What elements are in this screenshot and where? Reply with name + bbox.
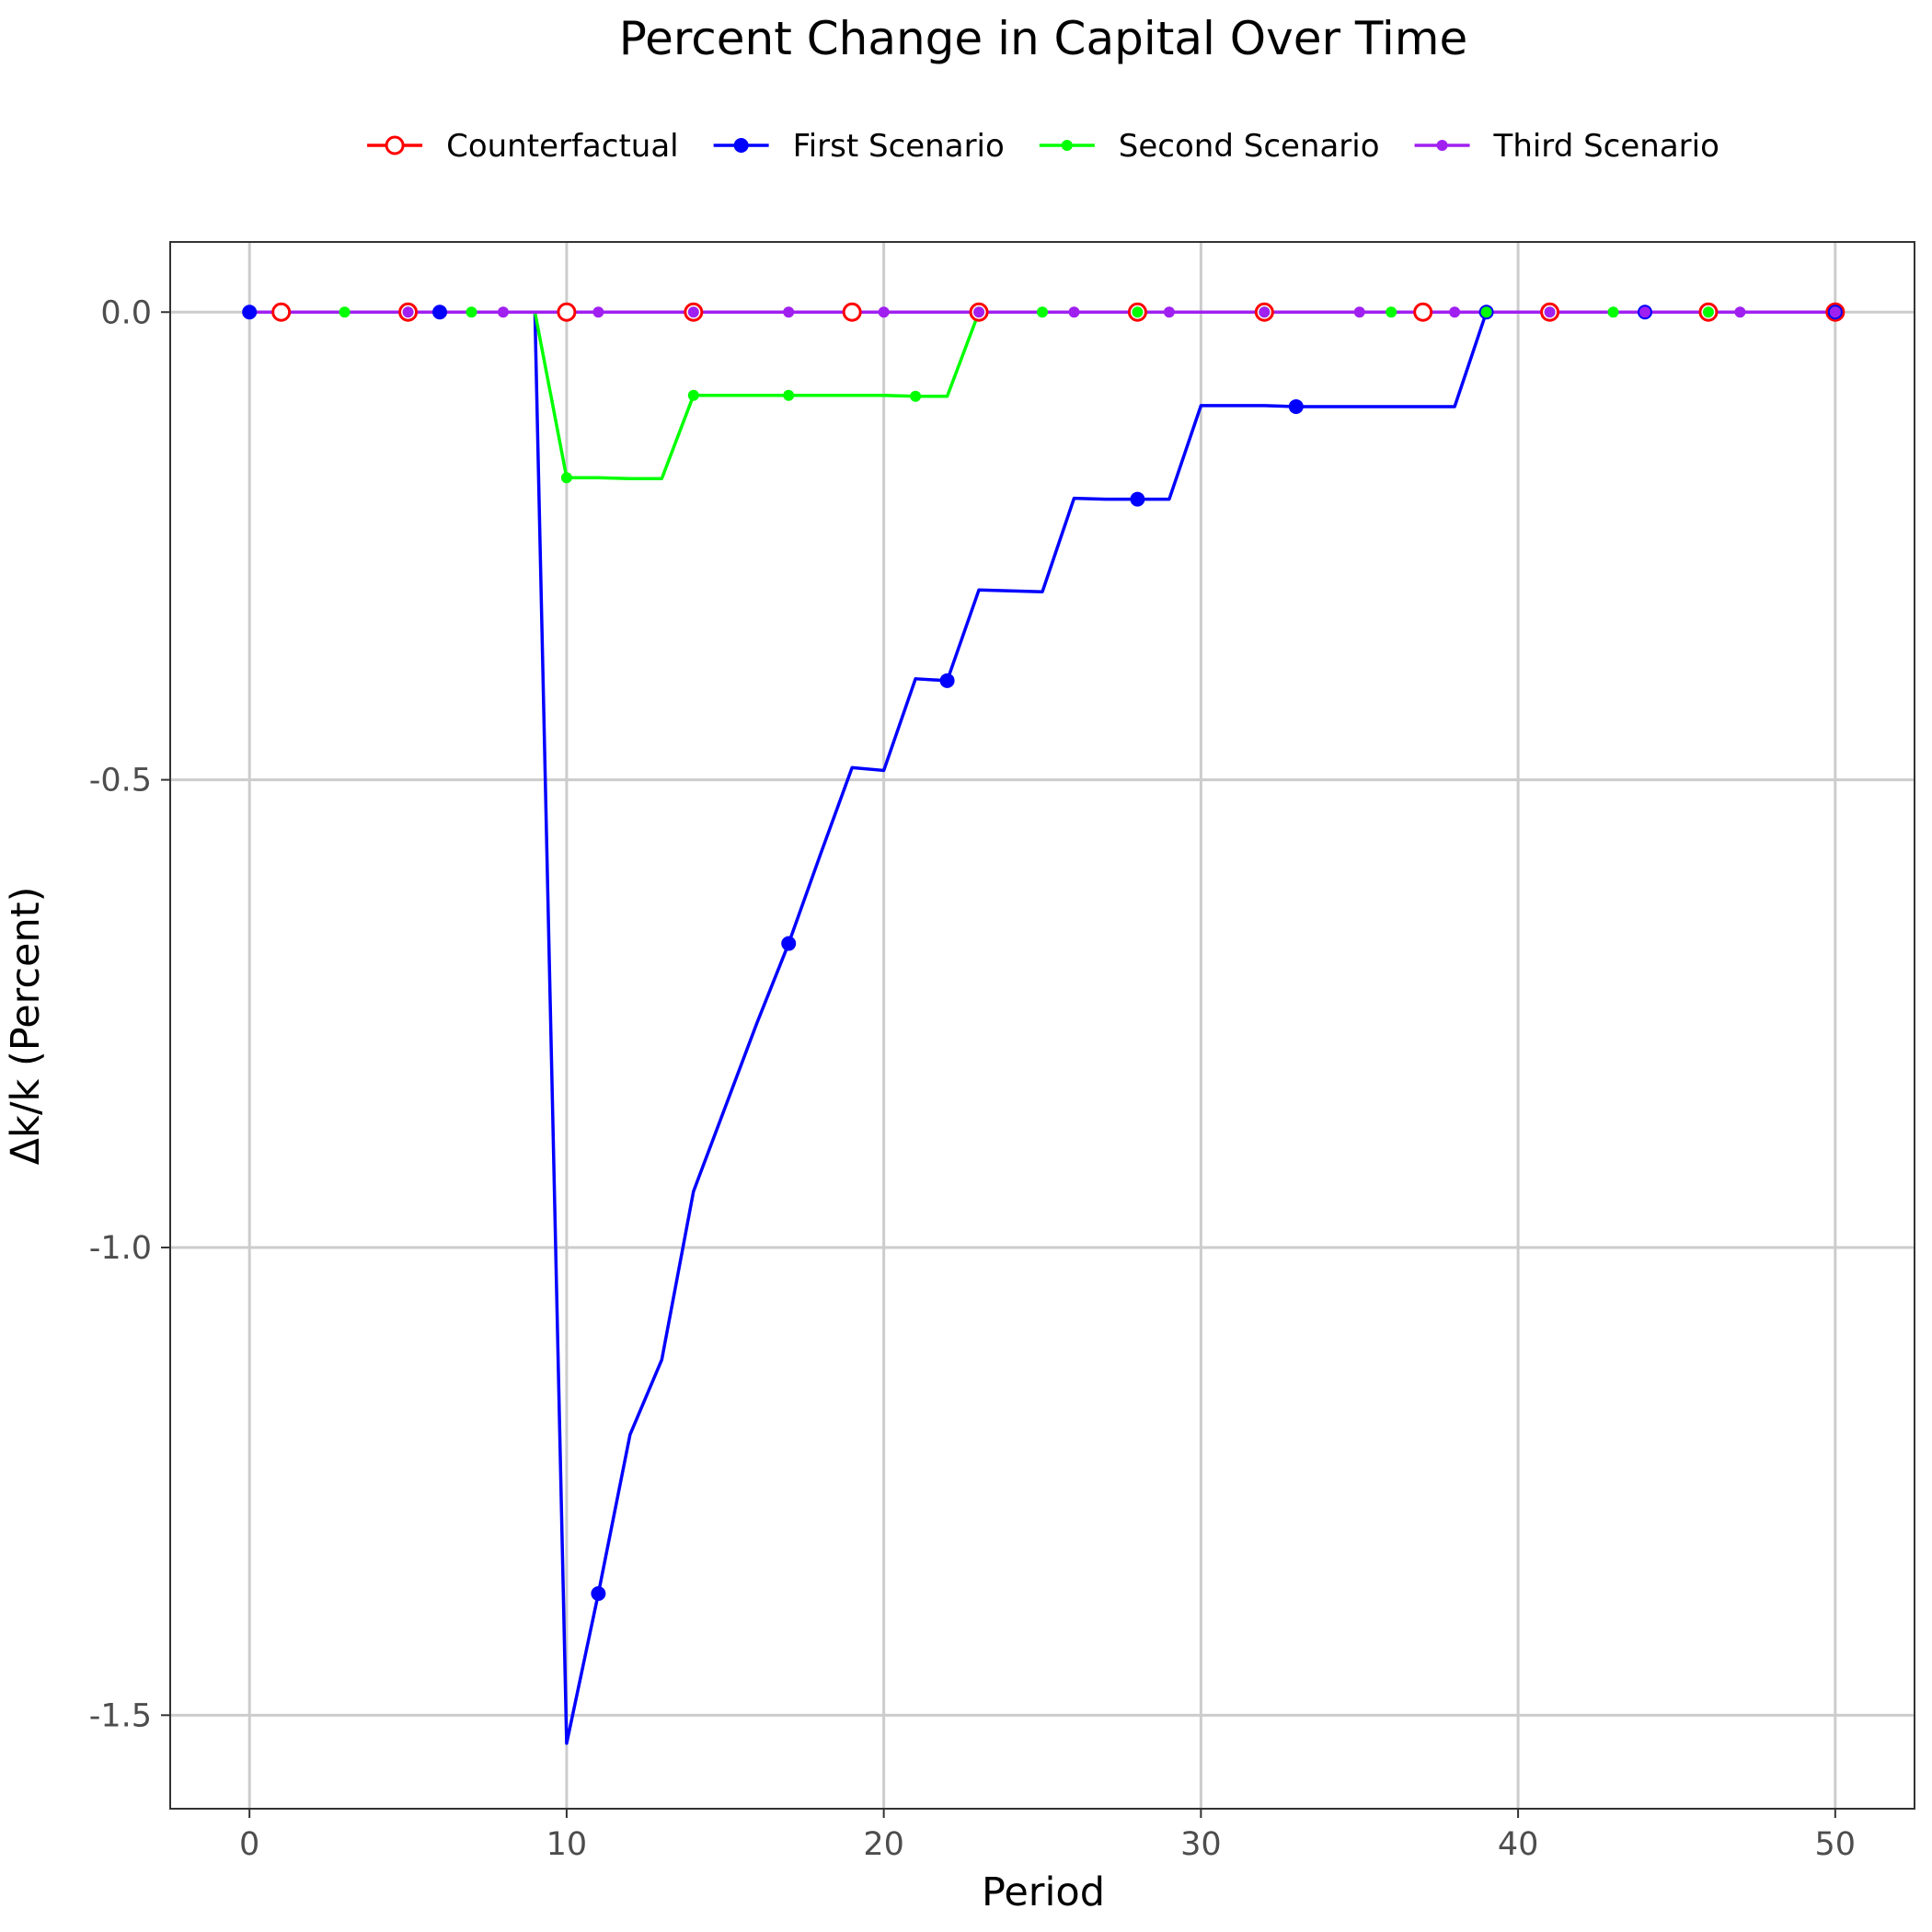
legend-item-third-scenario: Third Scenario xyxy=(1414,128,1719,165)
y-tick-label: -1.5 xyxy=(89,1697,152,1734)
data-point-third-scenario xyxy=(783,306,795,318)
x-tick-label: 50 xyxy=(1815,1826,1857,1863)
data-point-third-scenario xyxy=(1734,306,1746,318)
data-point-second-scenario xyxy=(1607,306,1619,318)
data-point-counterfactual xyxy=(271,302,292,322)
data-point-third-scenario xyxy=(1259,306,1271,318)
legend-label: Third Scenario xyxy=(1493,128,1719,165)
y-tick-label: -1.0 xyxy=(89,1230,152,1267)
data-point-third-scenario xyxy=(1353,306,1365,318)
series-lines xyxy=(249,310,1835,1745)
legend-label: Counterfactual xyxy=(446,128,679,165)
x-tick-label: 40 xyxy=(1498,1826,1539,1863)
data-point-second-scenario xyxy=(1480,306,1492,318)
data-point-first-scenario xyxy=(591,1586,606,1602)
data-point-third-scenario xyxy=(687,306,699,318)
panel-border xyxy=(169,241,1915,1810)
series-markers xyxy=(242,302,1846,1602)
data-point-second-scenario xyxy=(910,390,922,402)
data-point-third-scenario xyxy=(592,306,604,318)
series-line-first-scenario xyxy=(249,310,1835,1745)
legend-item-second-scenario: Second Scenario xyxy=(1039,128,1380,165)
data-point-second-scenario xyxy=(466,306,477,318)
x-tick-label: 0 xyxy=(239,1826,259,1863)
legend-item-first-scenario: First Scenario xyxy=(713,128,1005,165)
data-point-third-scenario xyxy=(1449,306,1461,318)
data-point-first-scenario xyxy=(1130,491,1145,507)
grid xyxy=(170,242,1915,1809)
data-point-third-scenario xyxy=(973,306,985,318)
x-tick-label: 10 xyxy=(546,1826,588,1863)
data-point-third-scenario xyxy=(1829,306,1841,318)
data-point-first-scenario xyxy=(242,305,258,320)
data-point-first-scenario xyxy=(939,673,955,688)
chart-title: Percent Change in Capital Over Time xyxy=(619,12,1468,65)
data-point-second-scenario xyxy=(339,306,351,318)
data-point-first-scenario xyxy=(432,305,448,320)
data-point-third-scenario xyxy=(1163,306,1175,318)
data-point-second-scenario xyxy=(783,389,795,401)
series-line-second-scenario xyxy=(249,310,1835,480)
legend-key-marker xyxy=(1061,140,1073,151)
data-point-counterfactual xyxy=(557,302,577,322)
data-point-second-scenario xyxy=(1132,306,1144,318)
data-point-third-scenario xyxy=(402,306,414,318)
data-point-third-scenario xyxy=(1639,306,1650,318)
series-markers-third-scenario xyxy=(402,306,1841,318)
data-point-third-scenario xyxy=(497,306,509,318)
legend-label: First Scenario xyxy=(793,128,1005,165)
y-axis-title: Δk/k (Percent) xyxy=(3,887,49,1166)
data-point-third-scenario xyxy=(1068,306,1080,318)
data-point-third-scenario xyxy=(878,306,890,318)
x-axis-title: Period xyxy=(982,1869,1105,1915)
legend-key-marker xyxy=(1436,140,1448,151)
data-point-second-scenario xyxy=(560,472,572,484)
data-point-first-scenario xyxy=(781,936,797,951)
data-point-third-scenario xyxy=(1544,306,1556,318)
x-tick-label: 20 xyxy=(863,1826,904,1863)
data-point-second-scenario xyxy=(1702,306,1714,318)
y-tick-label: -0.5 xyxy=(89,763,152,799)
legend: Counterfactual First Scenario Second Scena… xyxy=(367,128,1719,165)
legend-label: Second Scenario xyxy=(1119,128,1380,165)
series-markers-first-scenario xyxy=(242,305,1843,1602)
y-axis: 0.0 -0.5 -1.0 -1.5 xyxy=(89,294,170,1734)
data-point-counterfactual xyxy=(842,302,862,322)
data-point-second-scenario xyxy=(687,389,699,401)
data-point-counterfactual xyxy=(1413,302,1433,322)
legend-key-marker xyxy=(385,135,405,155)
data-point-first-scenario xyxy=(1288,398,1304,414)
x-tick-label: 30 xyxy=(1180,1826,1222,1863)
series-markers-second-scenario xyxy=(339,306,1841,484)
y-tick-label: 0.0 xyxy=(100,294,152,331)
x-axis: 0 10 20 30 40 50 xyxy=(239,1809,1856,1863)
legend-key-marker xyxy=(733,138,749,153)
data-point-second-scenario xyxy=(1386,306,1397,318)
data-point-second-scenario xyxy=(1037,306,1048,318)
legend-item-counterfactual: Counterfactual xyxy=(367,128,679,165)
